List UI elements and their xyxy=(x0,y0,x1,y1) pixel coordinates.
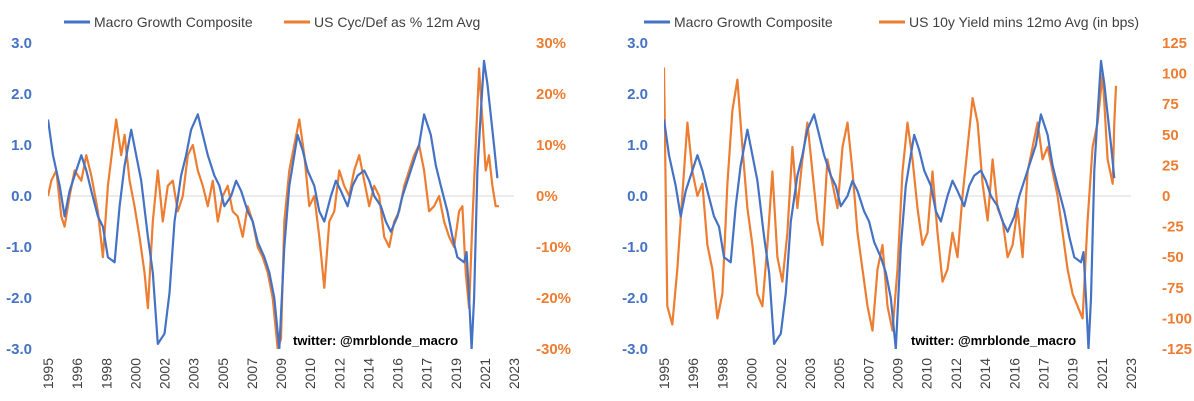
y-right-tick-label: 0% xyxy=(536,188,558,205)
x-tick-label: 2007 xyxy=(244,358,260,389)
x-tick-label: 2019 xyxy=(448,358,464,389)
x-tick-label: 2000 xyxy=(127,358,143,389)
y-left-tick-label: -1.0 xyxy=(6,239,32,256)
x-tick-label: 2009 xyxy=(890,358,906,389)
y-right-tick-label: 75 xyxy=(1162,96,1179,113)
y-right-tick-label: 50 xyxy=(1162,127,1179,144)
y-left-tick-label: -3.0 xyxy=(6,341,32,358)
series-line-orange xyxy=(664,67,1118,332)
y-right-tick-label: -20% xyxy=(536,290,571,307)
x-tick-label: 2023 xyxy=(506,358,522,389)
x-tick-label: 2010 xyxy=(919,358,935,389)
x-tick-label: 2017 xyxy=(419,358,435,389)
x-tick-label: 2012 xyxy=(331,358,347,389)
x-tick-label: 2002 xyxy=(157,358,173,389)
y-left-tick-label: -2.0 xyxy=(6,290,32,307)
legend-label-cycdef: US Cyc/Def as % 12m Avg xyxy=(314,14,480,30)
x-tick-label: 2005 xyxy=(215,358,231,389)
legend-label-growth-2: Macro Growth Composite xyxy=(674,14,833,30)
x-tick-label: 2003 xyxy=(186,358,202,389)
series-line-growth xyxy=(664,59,1116,349)
x-tick-label: 2023 xyxy=(1123,358,1139,389)
y-right-tick-label: 125 xyxy=(1162,35,1187,52)
x-tick-label: 1995 xyxy=(40,358,56,389)
y-left-tick-label: 0.0 xyxy=(11,188,32,205)
x-tick-label: 2009 xyxy=(273,358,289,389)
watermark: twitter: @mrblonde_macro xyxy=(293,333,458,348)
x-tick-label: 2012 xyxy=(948,358,964,389)
series-line-orange xyxy=(48,67,499,349)
x-tick-label: 1995 xyxy=(656,358,672,389)
y-left-tick-label: 1.0 xyxy=(11,137,32,154)
chart-left: Macro Growth Composite US Cyc/Def as % 1… xyxy=(6,14,571,389)
legend-label-growth: Macro Growth Composite xyxy=(94,14,253,30)
y-right-tick-label: 30% xyxy=(536,35,566,52)
x-tick-label: 2007 xyxy=(860,358,876,389)
y-right-tick-label: -75 xyxy=(1162,280,1184,297)
y-right-tick-label: -30% xyxy=(536,341,571,358)
x-tick-label: 2002 xyxy=(773,358,789,389)
y-left-tick-label: 3.0 xyxy=(11,35,32,52)
y-right-tick-label: 25 xyxy=(1162,157,1179,174)
x-tick-label: 2021 xyxy=(1094,358,1110,389)
y-right-tick-label: 10% xyxy=(536,137,566,154)
x-tick-label: 2017 xyxy=(1035,358,1051,389)
x-tick-label: 2016 xyxy=(390,358,406,389)
y-left-tick-label: -2.0 xyxy=(622,290,648,307)
x-tick-label: 1998 xyxy=(98,358,114,389)
x-tick-label: 2000 xyxy=(744,358,760,389)
y-right-tick-label: 20% xyxy=(536,86,566,103)
y-left-tick-label: 3.0 xyxy=(627,35,648,52)
x-tick-label: 2021 xyxy=(477,358,493,389)
watermark-2: twitter: @mrblonde_macro xyxy=(911,333,1076,348)
x-tick-label: 2014 xyxy=(977,358,993,389)
y-left-tick-label: 1.0 xyxy=(627,137,648,154)
y-left-tick-label: 2.0 xyxy=(11,86,32,103)
x-tick-label: 2019 xyxy=(1065,358,1081,389)
chart-right: Macro Growth Composite US 10y Yield mins… xyxy=(622,14,1192,389)
y-right-tick-label: -100 xyxy=(1162,310,1192,327)
y-right-tick-label: -25 xyxy=(1162,219,1184,236)
y-left-tick-label: 0.0 xyxy=(627,188,648,205)
x-tick-label: 1996 xyxy=(685,358,701,389)
legend-label-yield: US 10y Yield mins 12mo Avg (in bps) xyxy=(909,14,1139,30)
y-right-tick-label: 0 xyxy=(1162,188,1170,205)
y-right-tick-label: 100 xyxy=(1162,66,1187,83)
y-right-tick-label: -50 xyxy=(1162,249,1184,266)
y-right-tick-label: -10% xyxy=(536,239,571,256)
x-tick-label: 1996 xyxy=(69,358,85,389)
y-left-tick-label: 2.0 xyxy=(627,86,648,103)
x-tick-label: 2016 xyxy=(1006,358,1022,389)
y-right-tick-label: -125 xyxy=(1162,341,1192,358)
x-tick-label: 2003 xyxy=(802,358,818,389)
x-tick-label: 2014 xyxy=(360,358,376,389)
y-left-tick-label: -3.0 xyxy=(622,341,648,358)
series-line-growth xyxy=(48,59,499,349)
x-tick-label: 2010 xyxy=(302,358,318,389)
x-tick-label: 2005 xyxy=(831,358,847,389)
x-tick-label: 1998 xyxy=(714,358,730,389)
y-left-tick-label: -1.0 xyxy=(622,239,648,256)
